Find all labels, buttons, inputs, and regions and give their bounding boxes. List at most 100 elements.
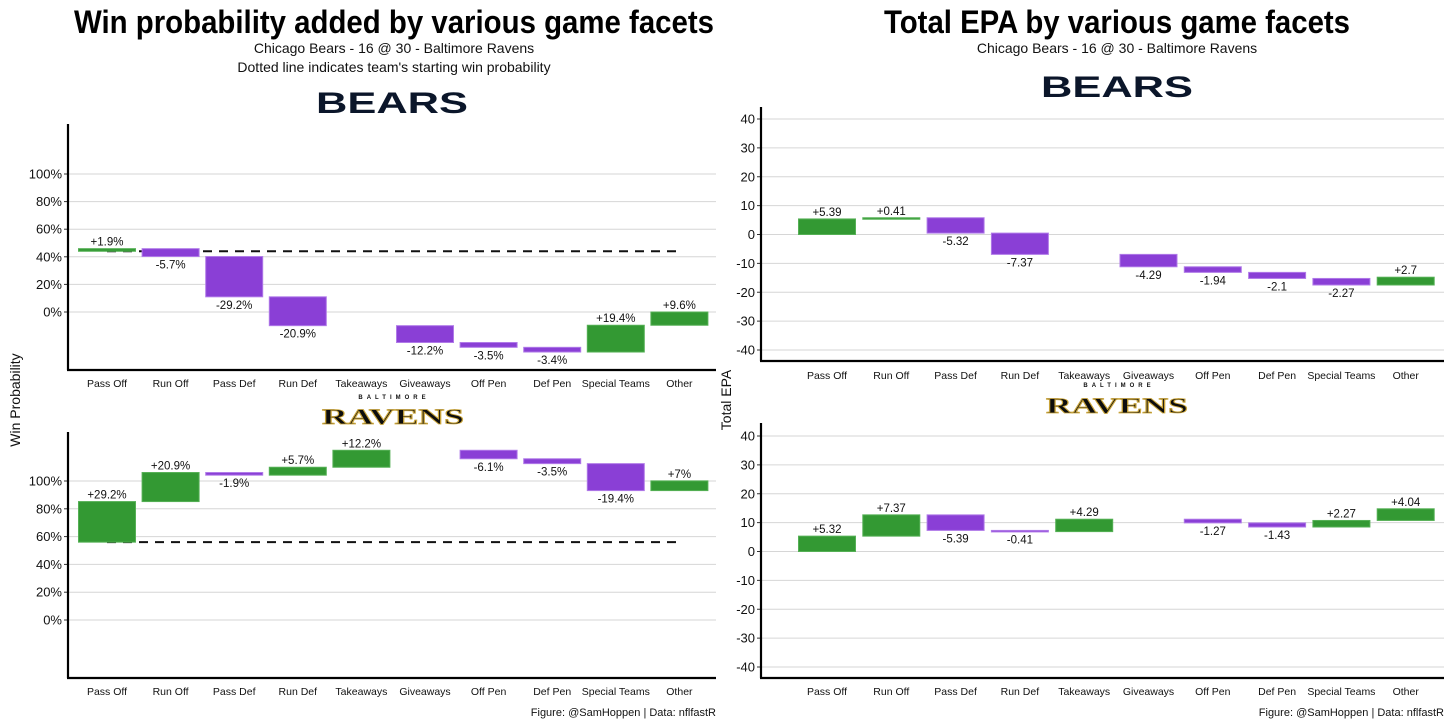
ravens-logo: RAVENS xyxy=(322,404,464,429)
x-category-label: Pass Off xyxy=(807,370,847,382)
bears-logo-right: BEARS xyxy=(1041,71,1193,104)
bar-value-label: -1.9% xyxy=(219,478,249,490)
x-category-label: Off Pen xyxy=(1195,686,1231,698)
bar-value-label: -19.4% xyxy=(598,494,634,506)
bar-value-label: +4.29 xyxy=(1070,507,1099,519)
bar-takeaways xyxy=(332,449,391,468)
x-category-label: Off Pen xyxy=(471,686,507,698)
bar-def-pen xyxy=(1248,522,1307,528)
bar-value-label: -1.27 xyxy=(1200,526,1226,538)
left-subtitle: Chicago Bears - 16 @ 30 - Baltimore Rave… xyxy=(254,40,534,56)
y-tick-label: 60% xyxy=(36,529,62,544)
bar-value-label: -2.27 xyxy=(1328,288,1354,300)
bar-other xyxy=(1376,276,1435,286)
bar-pass-off xyxy=(798,535,856,552)
bar-special-teams xyxy=(586,324,645,353)
y-tick-label: 30 xyxy=(741,457,755,472)
bar-off-pen xyxy=(459,341,518,348)
x-category-label: Run Off xyxy=(873,686,909,698)
bar-value-label: +7% xyxy=(668,469,691,481)
bar-value-label: +4.04 xyxy=(1391,497,1421,509)
bar-off-pen xyxy=(1183,266,1242,273)
ravens-wp-chart: 0% 20% 40% 60% 80% 100% +29.2% Pass Off +20.9% Ru… xyxy=(29,432,716,698)
bar-value-label: -3.4% xyxy=(537,355,567,367)
x-category-label: Pass Off xyxy=(87,686,127,698)
left-credit: Figure: @SamHoppen | Data: nflfastR xyxy=(531,707,716,719)
y-tick-label: -30 xyxy=(736,631,755,646)
x-category-label: Giveaways xyxy=(1123,686,1174,698)
bar-value-label: +9.6% xyxy=(663,300,696,312)
bears-logo: BEARS xyxy=(316,87,468,120)
x-category-label: Takeaways xyxy=(1058,686,1110,698)
left-y-axis-label: Win Probability xyxy=(7,353,23,446)
y-tick-label: 40% xyxy=(36,557,62,572)
x-category-label: Special Teams xyxy=(582,686,650,698)
bar-value-label: +5.39 xyxy=(812,207,841,219)
bar-value-label: -5.39 xyxy=(942,533,968,545)
y-tick-label: -10 xyxy=(736,256,755,271)
bar-run-def xyxy=(990,529,1049,533)
y-tick-label: 0% xyxy=(43,305,62,320)
right-credit: Figure: @SamHoppen | Data: nflfastR xyxy=(1259,707,1444,719)
bar-pass-def xyxy=(205,256,264,298)
x-category-label: Def Pen xyxy=(533,686,571,698)
x-category-label: Run Def xyxy=(1001,370,1040,382)
bar-value-label: -29.2% xyxy=(216,300,252,312)
y-tick-label: 100% xyxy=(29,167,63,182)
y-tick-label: 40 xyxy=(741,112,755,127)
bar-value-label: +2.7 xyxy=(1394,265,1417,277)
x-category-label: Special Teams xyxy=(1307,370,1375,382)
bar-value-label: +5.32 xyxy=(812,524,841,536)
bar-value-label: -0.41 xyxy=(1007,535,1033,547)
x-category-label: Off Pen xyxy=(1195,370,1231,382)
bar-run-off xyxy=(862,514,921,537)
y-tick-label: 10 xyxy=(741,198,755,213)
bar-run-def xyxy=(268,466,327,476)
charts: 0%20%40%60%80%100%+1.9%Pass Off-5.7%Run … xyxy=(29,107,1444,698)
x-category-label: Run Off xyxy=(153,686,189,698)
y-tick-label: -40 xyxy=(736,660,755,675)
y-tick-label: 80% xyxy=(36,501,62,516)
x-category-label: Giveaways xyxy=(399,378,450,390)
bar-run-off xyxy=(141,472,200,503)
x-category-label: Takeaways xyxy=(335,686,387,698)
y-tick-label: 20 xyxy=(741,169,755,184)
x-category-label: Pass Def xyxy=(934,686,977,698)
x-category-label: Special Teams xyxy=(1307,686,1375,698)
bar-other xyxy=(1376,508,1435,521)
x-category-label: Takeaways xyxy=(1058,370,1110,382)
bar-value-label: -1.94 xyxy=(1200,275,1227,287)
y-tick-label: -10 xyxy=(736,573,755,588)
x-category-label: Run Def xyxy=(1001,686,1040,698)
bar-off-pen xyxy=(459,449,518,460)
bar-special-teams xyxy=(1312,277,1371,286)
bar-value-label: -1.43 xyxy=(1264,530,1290,542)
x-category-label: Pass Def xyxy=(934,370,977,382)
bar-pass-off xyxy=(78,248,136,252)
bar-pass-off xyxy=(798,218,856,235)
bar-value-label: -3.5% xyxy=(474,350,504,362)
ravens-logo-subtext-right: BALTIMORE xyxy=(1083,383,1154,389)
bar-value-label: +0.41 xyxy=(877,206,906,218)
bar-value-label: +7.37 xyxy=(877,503,906,515)
bar-takeaways xyxy=(1055,518,1114,533)
bar-value-label: -5.32 xyxy=(942,236,968,248)
x-category-label: Def Pen xyxy=(533,378,571,390)
bar-value-label: -7.37 xyxy=(1007,257,1033,269)
y-tick-label: 0 xyxy=(748,544,755,559)
x-category-label: Off Pen xyxy=(471,378,507,390)
bears-wp-chart: 0% 20% 40% 60% 80% 100% +1.9% Pass Off -5.7% Run … xyxy=(29,124,716,390)
bar-special-teams xyxy=(1312,519,1371,528)
x-category-label: Run Off xyxy=(873,370,909,382)
bar-value-label: -12.2% xyxy=(407,345,443,357)
bar-other xyxy=(650,311,709,326)
bar-value-label: +20.9% xyxy=(151,461,190,473)
y-tick-label: 40% xyxy=(36,249,62,264)
bar-special-teams xyxy=(586,463,645,492)
left-title: Win probability added by various game fa… xyxy=(74,4,714,40)
bar-value-label: +29.2% xyxy=(87,490,126,502)
x-category-label: Giveaways xyxy=(1123,370,1174,382)
y-tick-label: 80% xyxy=(36,194,62,209)
bar-def-pen xyxy=(523,458,582,465)
